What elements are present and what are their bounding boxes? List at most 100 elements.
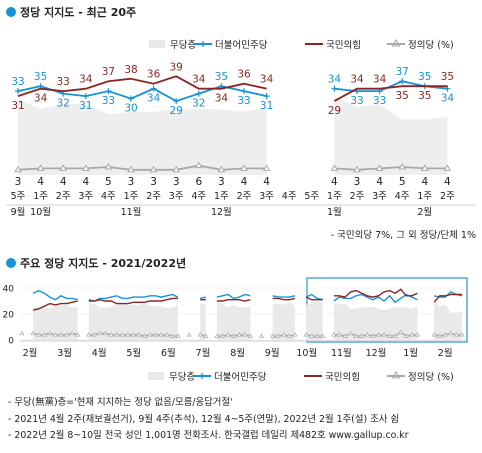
point-jp <box>136 332 142 337</box>
point-jp <box>403 333 409 338</box>
point-jp <box>149 165 158 173</box>
point-jp <box>258 333 265 338</box>
data-label-dp: 32 <box>57 98 70 110</box>
x-month-label: 8월 <box>230 347 245 359</box>
data-label-ppp: 34 <box>350 74 364 86</box>
series-line-jp <box>305 334 323 337</box>
x-week-label: 4주 <box>191 191 206 202</box>
data-label-dp: 35 <box>215 71 228 83</box>
point-jp <box>236 332 242 337</box>
x-month-label: 2월 <box>417 206 432 218</box>
data-label-jp: 4 <box>421 176 428 188</box>
data-label-dp: 33 <box>11 76 24 88</box>
point-jp <box>36 332 42 337</box>
series-line-dp <box>216 293 251 300</box>
series-line-ppp <box>333 85 448 102</box>
series-line-dp <box>17 85 267 103</box>
point-jp <box>14 165 22 173</box>
data-label-jp: 3 <box>150 176 157 188</box>
point-jp <box>443 164 452 171</box>
series-line-ppp <box>333 288 418 298</box>
point-jp <box>75 332 81 337</box>
legend-label-ppp: 국민의힘 <box>326 40 361 51</box>
data-label-dp: 29 <box>170 105 183 117</box>
title-dot-icon <box>6 7 16 17</box>
data-label-dp: 33 <box>237 95 250 107</box>
x-month-label: 4월 <box>92 347 107 359</box>
point-jp <box>194 161 203 169</box>
data-label-jp: 6 <box>195 176 202 188</box>
data-label-ppp: 38 <box>124 64 137 76</box>
point-jp <box>172 165 181 173</box>
note-line: - 2022년 2월 8~10일 전국 성인 1,001명 전화조사. 한국갤럽… <box>8 430 409 441</box>
data-label-ppp: 36 <box>147 69 161 81</box>
point-jp <box>242 332 248 337</box>
data-label-jp: 4 <box>37 176 44 188</box>
point-jp <box>225 332 231 337</box>
data-label-dp: 34 <box>441 93 455 105</box>
x-week-label: 2주 <box>237 191 252 202</box>
point-dp <box>241 88 247 95</box>
point-jp <box>47 330 53 336</box>
point-jp <box>320 333 326 338</box>
point-jp <box>119 332 125 337</box>
x-month-label: 3월 <box>57 347 72 359</box>
data-label-jp: 4 <box>331 176 338 188</box>
data-label-ppp: 36 <box>237 69 251 81</box>
point-jp <box>36 164 45 171</box>
point-jp <box>147 332 153 337</box>
point-jp <box>392 333 398 338</box>
point-dp <box>331 85 338 92</box>
point-dp <box>399 78 406 85</box>
point-jp <box>353 165 361 173</box>
x-week-label: 3주 <box>372 191 387 202</box>
series-line-ppp <box>433 293 462 303</box>
title-dot-icon <box>6 258 16 268</box>
x-week-label: 3주 <box>78 191 93 202</box>
point-dp <box>195 90 202 97</box>
point-jp <box>153 332 159 337</box>
point-jp <box>336 332 343 337</box>
data-label-jp: 4 <box>444 176 451 188</box>
note-line: - 2021년 4월 2주(재보궐선거), 9월 4주(추석), 12월 4~5… <box>8 413 399 425</box>
point-jp <box>347 330 354 336</box>
data-label-ppp: 34 <box>215 93 229 105</box>
point-jp <box>375 164 384 171</box>
data-label-dp: 31 <box>260 100 273 112</box>
x-week-label: 1주 <box>33 191 48 202</box>
data-label-dp: 34 <box>328 74 342 86</box>
x-month-label: 9월 <box>265 347 280 359</box>
independents-area <box>333 302 418 340</box>
point-jp <box>102 330 109 336</box>
data-label-dp: 33 <box>102 95 115 107</box>
series-line-jp <box>333 331 418 337</box>
series-line-ppp <box>88 297 178 305</box>
data-label-ppp: 35 <box>418 90 431 102</box>
x-week-label: 5주 <box>11 191 26 202</box>
series-line-dp <box>200 296 206 300</box>
legend-marker-jp <box>391 39 401 47</box>
data-label-ppp: 34 <box>34 93 48 105</box>
point-dp <box>15 88 21 95</box>
point-jp <box>141 333 148 338</box>
data-label-jp: 3 <box>173 176 180 188</box>
data-label-dp: 34 <box>147 93 161 105</box>
data-label-jp: 4 <box>82 176 89 188</box>
data-label-ppp: 34 <box>260 74 274 86</box>
legend-label-ppp: 국민의힘 <box>325 372 360 383</box>
point-jp <box>331 332 337 337</box>
point-jp <box>130 332 137 337</box>
legend-marker-jp <box>391 371 401 379</box>
independents-area <box>216 302 251 340</box>
point-jp <box>219 333 226 338</box>
x-week-label: 4주 <box>101 191 116 202</box>
point-jp <box>303 332 309 337</box>
point-jp <box>292 332 298 337</box>
x-week-label: 2주 <box>56 191 71 202</box>
point-jp <box>214 333 220 338</box>
point-jp <box>330 164 339 171</box>
point-jp <box>186 332 192 337</box>
point-dp <box>128 95 134 102</box>
data-label-dp: 35 <box>34 71 47 83</box>
